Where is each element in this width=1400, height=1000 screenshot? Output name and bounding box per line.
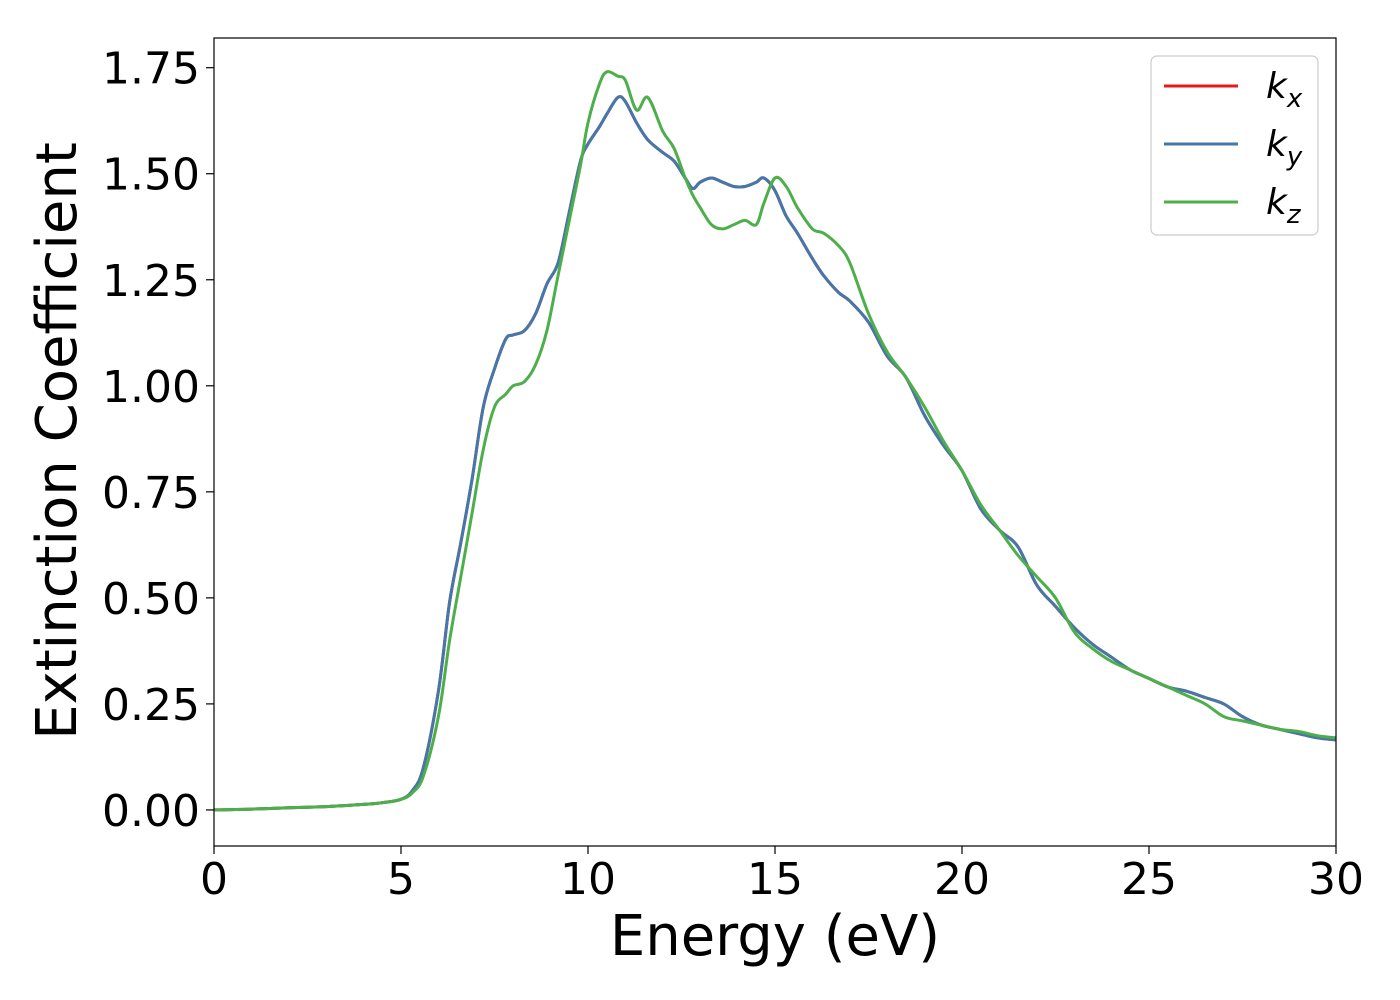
x-tick-label: 25 xyxy=(1121,854,1177,905)
y-axis-ticks: 0.00 0.25 0.50 0.75 1.00 1.25 1.50 1.75 xyxy=(102,44,214,837)
y-tick-label: 0.50 xyxy=(102,574,200,625)
series-lines xyxy=(214,70,1336,812)
x-tick-label: 0 xyxy=(200,854,228,905)
y-tick-label: 1.50 xyxy=(102,150,200,201)
y-tick-label: 1.00 xyxy=(102,362,200,413)
y-tick-label: 0.75 xyxy=(102,468,200,519)
x-tick-label: 20 xyxy=(934,854,990,905)
series-line-k-y xyxy=(214,95,1336,812)
series-line-k-z xyxy=(214,70,1336,812)
y-axis-title: Extinction Coefficient xyxy=(25,142,90,740)
x-tick-label: 15 xyxy=(747,854,803,905)
y-tick-label: 1.75 xyxy=(102,44,200,95)
x-axis-ticks: 0 5 10 15 20 25 30 xyxy=(200,846,1364,905)
legend-label-k-y: ky xyxy=(1266,124,1303,172)
x-axis-title: Energy (eV) xyxy=(610,904,940,969)
y-tick-label: 1.25 xyxy=(102,256,200,307)
x-tick-label: 5 xyxy=(387,854,415,905)
legend-label-k-x: kx xyxy=(1266,66,1303,114)
y-tick-label: 0.00 xyxy=(102,786,200,837)
x-tick-label: 30 xyxy=(1308,854,1364,905)
x-tick-label: 10 xyxy=(560,854,616,905)
y-tick-label: 0.25 xyxy=(102,680,200,731)
legend: kx ky kz xyxy=(1150,55,1319,236)
legend-label-k-z: kz xyxy=(1266,182,1302,230)
